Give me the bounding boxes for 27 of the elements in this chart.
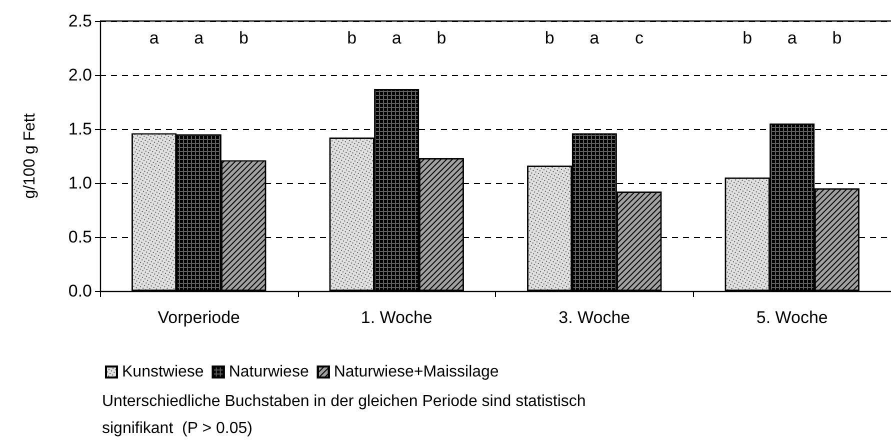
x-tick-label: 5. Woche (756, 308, 828, 327)
y-axis-title: g/100 g Fett (22, 112, 38, 199)
annotation: b (742, 28, 752, 48)
annotation: b (832, 28, 842, 48)
legend-label: Kunstwiese (122, 364, 204, 380)
y-tick-label: 2.0 (68, 66, 92, 84)
y-tick-label: 1.0 (68, 174, 92, 192)
annotation: a (149, 28, 160, 48)
legend-label: Naturwiese+Maissilage (334, 364, 499, 380)
annotation: c (634, 28, 644, 48)
legend-label: Naturwiese (228, 364, 309, 380)
y-tick-label: 2.5 (68, 12, 92, 30)
annotation: b (544, 28, 554, 48)
annotation: b (238, 28, 248, 48)
y-tick-label: 1.5 (68, 120, 92, 138)
y-tick-label: 0.5 (68, 228, 92, 246)
annotation: a (787, 28, 798, 48)
x-tick-label: 1. Woche (360, 308, 432, 327)
x-tick-label: Vorperiode (158, 308, 240, 327)
annotation: b (436, 28, 446, 48)
x-tick-label: 3. Woche (558, 308, 630, 327)
annotation: a (590, 28, 600, 48)
annotation: a (194, 28, 204, 48)
annotation: b (347, 28, 357, 48)
annotation: a (392, 28, 402, 48)
y-tick-label: 0.0 (68, 282, 92, 300)
text: Unterschiedliche Buchstaben in der gleichen Periode sind statistisch signifikant (P > 0.05) (102, 393, 586, 437)
